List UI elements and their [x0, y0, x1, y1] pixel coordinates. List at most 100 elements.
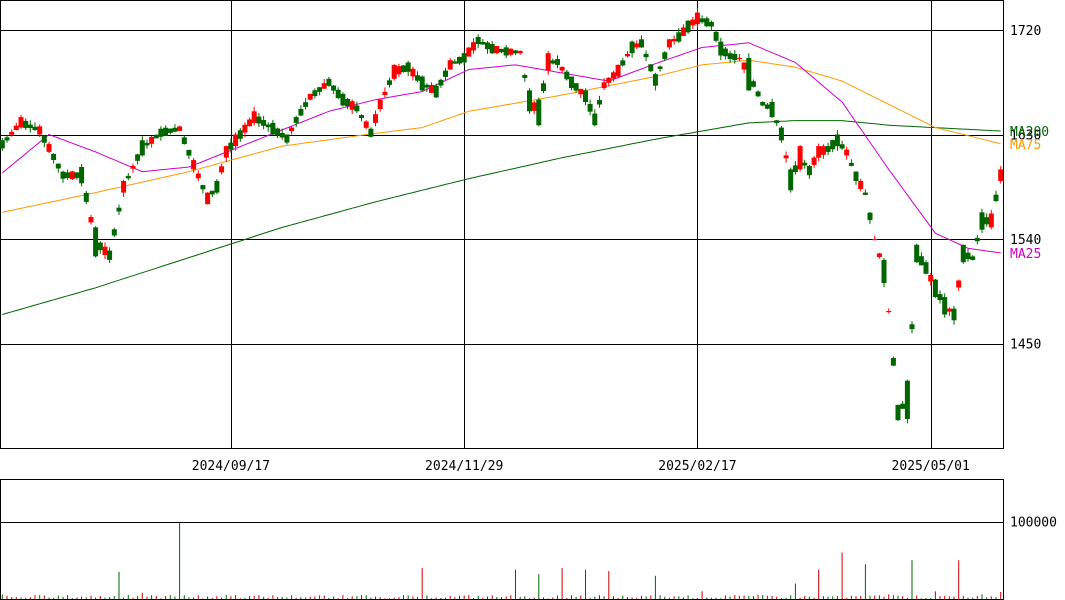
- candle-body: [219, 166, 225, 173]
- candle-body: [615, 64, 621, 77]
- candle-body: [102, 246, 108, 255]
- candle-body: [578, 88, 584, 95]
- candle-body: [237, 130, 243, 139]
- candle-body: [951, 308, 957, 321]
- candle-body: [979, 212, 985, 230]
- candle-body: [564, 71, 570, 80]
- candle-body: [694, 12, 700, 25]
- candle-body: [830, 140, 836, 150]
- candle-body: [23, 120, 29, 128]
- candle-body: [531, 102, 537, 111]
- candle-body: [443, 70, 448, 77]
- candle-body: [900, 403, 906, 409]
- candle-body: [690, 19, 696, 26]
- date-tick-label: 2025/02/17: [658, 459, 736, 474]
- candle-body: [760, 102, 766, 106]
- candle-body: [503, 47, 509, 56]
- candle-body: [419, 76, 425, 91]
- candle-body: [909, 324, 915, 330]
- candle-body: [317, 87, 323, 92]
- candle-body: [816, 146, 822, 158]
- candle-body: [433, 85, 439, 98]
- candle-body: [494, 46, 500, 54]
- candle-body: [974, 237, 980, 242]
- volume-panel-border: [0, 479, 1004, 600]
- date-tick-label: 2025/05/01: [892, 459, 970, 474]
- candle-body: [592, 113, 598, 126]
- ma25-path: [1, 42, 1001, 254]
- candle-body: [177, 126, 183, 131]
- candle-body: [270, 122, 276, 135]
- candle-body: [942, 297, 948, 315]
- candle-body: [699, 18, 705, 23]
- candle-body: [853, 171, 859, 181]
- candle-body: [41, 135, 47, 143]
- chart-frame: [0, 0, 1004, 600]
- price-tick-label: 1720: [1010, 24, 1041, 39]
- candle-body: [205, 192, 211, 205]
- candle-body: [415, 75, 420, 81]
- candle-body: [83, 192, 89, 202]
- candle-body: [984, 217, 990, 225]
- candle-body: [932, 279, 938, 297]
- volume-tick-label: 100000: [1010, 516, 1057, 531]
- candle-body: [46, 143, 52, 152]
- ma-label-ma25: MA25: [1010, 247, 1041, 262]
- candle-body: [130, 165, 136, 169]
- candle-body: [792, 165, 798, 173]
- candle-body: [158, 128, 164, 137]
- candle-body: [774, 120, 780, 124]
- candle-body: [741, 62, 747, 70]
- candle-body: [396, 66, 402, 75]
- candle-body: [685, 20, 691, 33]
- ma200-path: [2, 120, 1001, 315]
- candle-body: [937, 294, 943, 300]
- candle-body: [382, 91, 388, 96]
- candle-body: [429, 84, 434, 93]
- candle-body: [517, 50, 523, 54]
- candle-body: [405, 62, 411, 72]
- candle-body: [340, 93, 346, 106]
- candle-body: [93, 227, 99, 257]
- candle-body: [321, 83, 327, 89]
- candle-body: [107, 250, 113, 260]
- candle-body: [228, 142, 234, 150]
- candle-body: [848, 162, 854, 166]
- candle-body: [895, 405, 901, 421]
- candle-body: [671, 38, 677, 42]
- candle-body: [736, 57, 742, 60]
- candle-body: [149, 136, 155, 144]
- date-tick-label: 2024/11/29: [425, 459, 503, 474]
- price-tick-label: 1450: [1010, 338, 1041, 353]
- candle-body: [652, 74, 658, 86]
- candle-body: [354, 105, 360, 112]
- candle-body: [956, 280, 962, 288]
- candle-body: [181, 137, 187, 145]
- candle-body: [223, 146, 229, 158]
- candle-body: [718, 41, 724, 56]
- candle-body: [629, 41, 635, 54]
- candle-body: [783, 155, 789, 159]
- candle-body: [662, 52, 668, 59]
- candle-body: [625, 54, 630, 57]
- candle-body: [331, 85, 337, 91]
- candle-body: [51, 153, 57, 160]
- date-axis-labels: 2024/09/17 2024/11/29 2025/02/17 2025/05/01: [192, 459, 970, 474]
- ma200-line: [2, 120, 1001, 315]
- candle-body: [97, 242, 103, 251]
- candle-body: [167, 128, 173, 133]
- candle-body: [508, 48, 514, 55]
- candle-body: [606, 77, 612, 83]
- candle-body: [79, 167, 85, 184]
- ma25-line: [1, 42, 1001, 254]
- candle-body: [74, 172, 80, 178]
- price-panel-border: [0, 0, 1004, 449]
- candle-body: [634, 43, 640, 48]
- candle-body: [401, 65, 406, 72]
- candle-body: [639, 39, 644, 48]
- candle-body: [9, 131, 15, 135]
- ma75-line: [2, 59, 1001, 213]
- candle-body: [4, 137, 10, 141]
- candle-body: [611, 72, 616, 79]
- candle-body: [116, 207, 122, 212]
